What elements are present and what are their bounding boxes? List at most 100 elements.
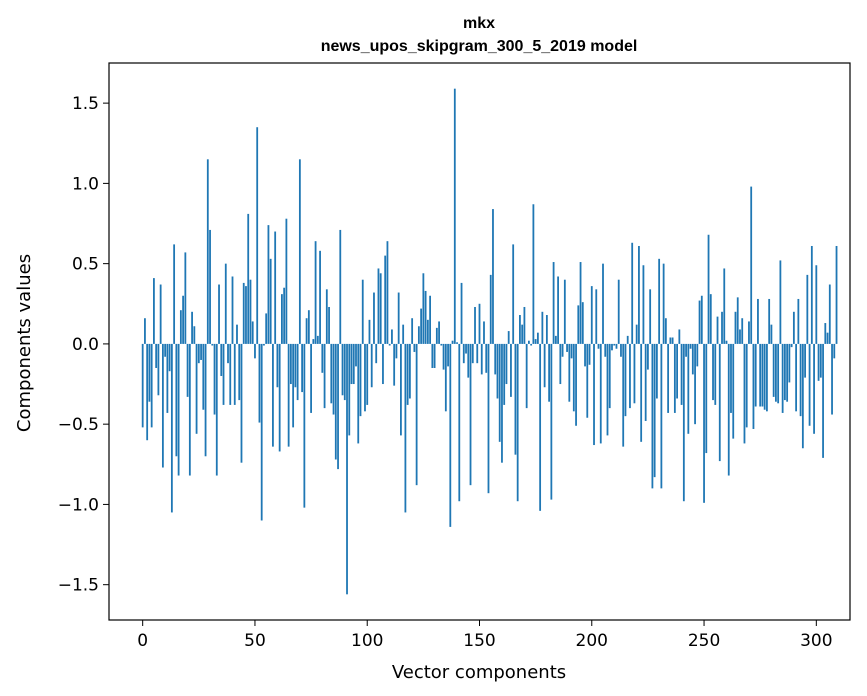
bar-component-28 xyxy=(204,343,207,457)
bar-component-140 xyxy=(456,342,458,344)
bar-component-46 xyxy=(245,286,247,344)
bar-component-202 xyxy=(595,289,598,344)
bar-component-132 xyxy=(438,321,440,344)
bar-component-70 xyxy=(298,159,301,344)
bar-component-295 xyxy=(804,343,806,378)
bar-component-130 xyxy=(433,343,436,368)
bar-component-222 xyxy=(640,343,643,442)
bar-component-30 xyxy=(209,229,211,344)
bar-component-219 xyxy=(633,343,636,404)
bar-component-197 xyxy=(584,343,586,367)
bar-component-287 xyxy=(786,343,789,402)
bar-component-256 xyxy=(716,316,719,344)
bar-component-44 xyxy=(240,343,243,463)
bar-component-155 xyxy=(489,274,492,344)
bar-component-294 xyxy=(801,343,804,449)
bar-component-163 xyxy=(507,331,510,344)
bar-component-274 xyxy=(757,298,759,344)
y-axis-label: Components values xyxy=(14,254,35,432)
bar-component-151 xyxy=(480,343,483,375)
bar-component-14 xyxy=(173,244,176,344)
bar-component-264 xyxy=(734,311,737,344)
bar-component-85 xyxy=(332,343,335,415)
bar-component-145 xyxy=(467,343,470,378)
bar-component-284 xyxy=(779,260,782,344)
bar-component-250 xyxy=(703,343,705,503)
bar-component-22 xyxy=(191,311,193,344)
bar-component-102 xyxy=(370,343,373,388)
bar-component-49 xyxy=(251,321,254,344)
bar-component-94 xyxy=(352,343,355,385)
bar-component-121 xyxy=(413,343,416,352)
chart-title-line-2: news_upos_skipgram_300_5_2019 model xyxy=(321,38,638,55)
bar-component-175 xyxy=(534,339,537,344)
bar-component-291 xyxy=(795,343,798,412)
bar-component-301 xyxy=(817,343,820,381)
bar-component-7 xyxy=(157,343,160,396)
bar-component-214 xyxy=(622,343,625,447)
bar-component-18 xyxy=(182,295,184,344)
bar-component-159 xyxy=(498,343,501,442)
bar-component-108 xyxy=(384,255,387,344)
bar-component-120 xyxy=(411,318,414,344)
bar-component-305 xyxy=(826,332,829,344)
bar-component-112 xyxy=(393,343,396,386)
bar-component-167 xyxy=(516,343,519,502)
bar-component-178 xyxy=(541,311,544,344)
y-tick-label: 0.0 xyxy=(72,335,99,355)
bar-component-212 xyxy=(617,279,620,344)
bar-component-292 xyxy=(797,298,800,344)
bar-component-128 xyxy=(429,295,431,344)
bar-component-157 xyxy=(494,343,497,375)
bar-component-232 xyxy=(662,263,665,344)
bar-component-27 xyxy=(202,343,205,410)
bar-component-293 xyxy=(799,343,802,417)
bar-component-101 xyxy=(368,319,371,344)
bar-component-166 xyxy=(514,343,517,455)
bar-component-279 xyxy=(768,298,771,344)
bar-component-136 xyxy=(447,343,449,367)
bar-component-31 xyxy=(211,343,214,346)
bar-component-208 xyxy=(608,343,611,409)
bar-component-137 xyxy=(449,343,452,527)
bar-component-231 xyxy=(660,343,663,489)
bar-component-29 xyxy=(206,159,209,344)
bar-component-123 xyxy=(417,326,420,344)
bar-component-58 xyxy=(272,343,274,447)
bar-component-186 xyxy=(559,343,562,385)
bar-component-189 xyxy=(566,343,568,352)
bar-component-237 xyxy=(673,343,676,413)
bar-component-62 xyxy=(281,294,283,344)
x-tick-label: 0 xyxy=(137,631,148,651)
bars-group xyxy=(141,88,838,595)
bar-component-153 xyxy=(485,343,488,373)
bar-component-53 xyxy=(260,343,263,521)
y-tick-label: 1.5 xyxy=(72,94,99,114)
bar-component-133 xyxy=(440,343,443,346)
bar-component-125 xyxy=(422,273,425,344)
bar-component-192 xyxy=(572,343,575,412)
x-axis-ticks: 0 50 100 150 200 250 300 xyxy=(137,620,833,651)
bar-component-114 xyxy=(397,292,400,344)
bar-component-195 xyxy=(579,262,582,344)
bar-component-139 xyxy=(453,88,456,344)
bar-component-254 xyxy=(712,343,714,401)
bar-component-20 xyxy=(186,343,189,397)
bar-component-25 xyxy=(197,343,200,364)
bar-component-267 xyxy=(741,318,744,344)
bar-component-229 xyxy=(655,343,658,399)
bar-component-150 xyxy=(478,303,481,344)
bar-component-47 xyxy=(247,213,250,344)
bar-component-95 xyxy=(355,343,357,367)
bar-component-235 xyxy=(669,337,672,344)
bar-component-298 xyxy=(810,245,813,344)
bar-component-258 xyxy=(721,311,723,344)
bar-component-4 xyxy=(150,343,153,428)
bar-component-89 xyxy=(341,343,344,396)
bar-component-174 xyxy=(532,204,535,344)
bar-component-263 xyxy=(732,343,735,439)
bar-component-261 xyxy=(727,343,730,476)
bar-component-193 xyxy=(575,343,577,426)
bar-component-118 xyxy=(406,343,409,405)
